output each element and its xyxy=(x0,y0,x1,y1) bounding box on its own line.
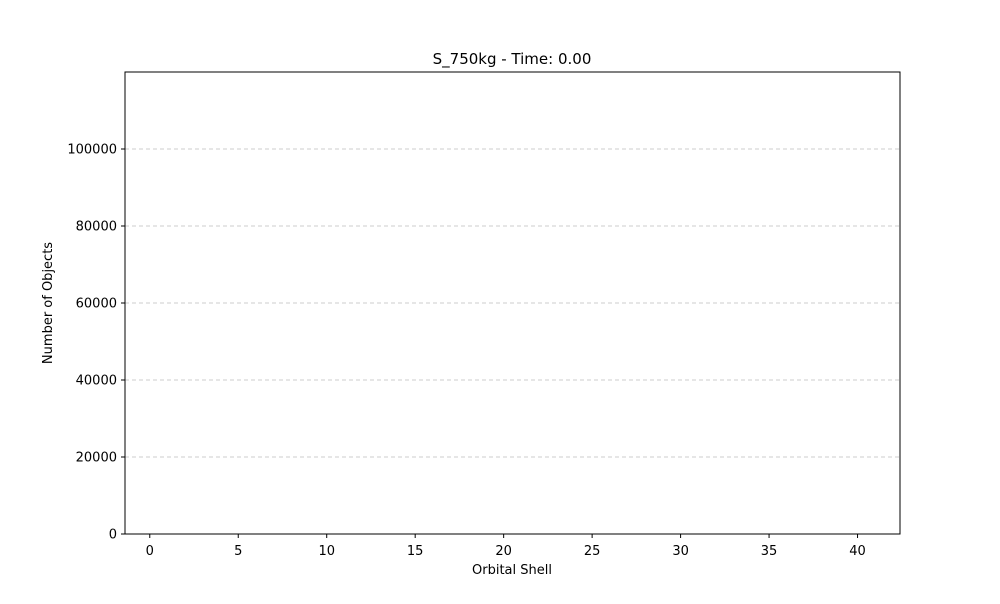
x-ticks: 0 5 10 15 20 25 30 35 40 xyxy=(146,534,866,559)
x-tick-label: 35 xyxy=(761,544,778,559)
grid-layer xyxy=(125,148,900,458)
x-tick-label: 25 xyxy=(584,544,601,559)
x-tick-label: 40 xyxy=(849,544,866,559)
x-tick-label: 0 xyxy=(146,544,154,559)
chart-title: S_750kg - Time: 0.00 xyxy=(433,50,592,69)
y-tick-label: 40000 xyxy=(76,374,117,389)
y-ticks: 0 20000 40000 60000 80000 100000 xyxy=(67,143,125,543)
y-axis-label: Number of Objects xyxy=(41,242,56,364)
y-tick-label: 80000 xyxy=(76,220,117,235)
y-tick-label: 0 xyxy=(109,528,117,543)
y-tick-label: 100000 xyxy=(67,143,117,158)
x-tick-label: 15 xyxy=(407,544,424,559)
y-tick-label: 60000 xyxy=(76,297,117,312)
x-tick-label: 20 xyxy=(495,544,512,559)
y-tick-label: 20000 xyxy=(76,451,117,466)
x-tick-label: 30 xyxy=(672,544,689,559)
x-tick-label: 10 xyxy=(318,544,335,559)
x-tick-label: 5 xyxy=(234,544,242,559)
x-axis-label: Orbital Shell xyxy=(472,563,552,578)
